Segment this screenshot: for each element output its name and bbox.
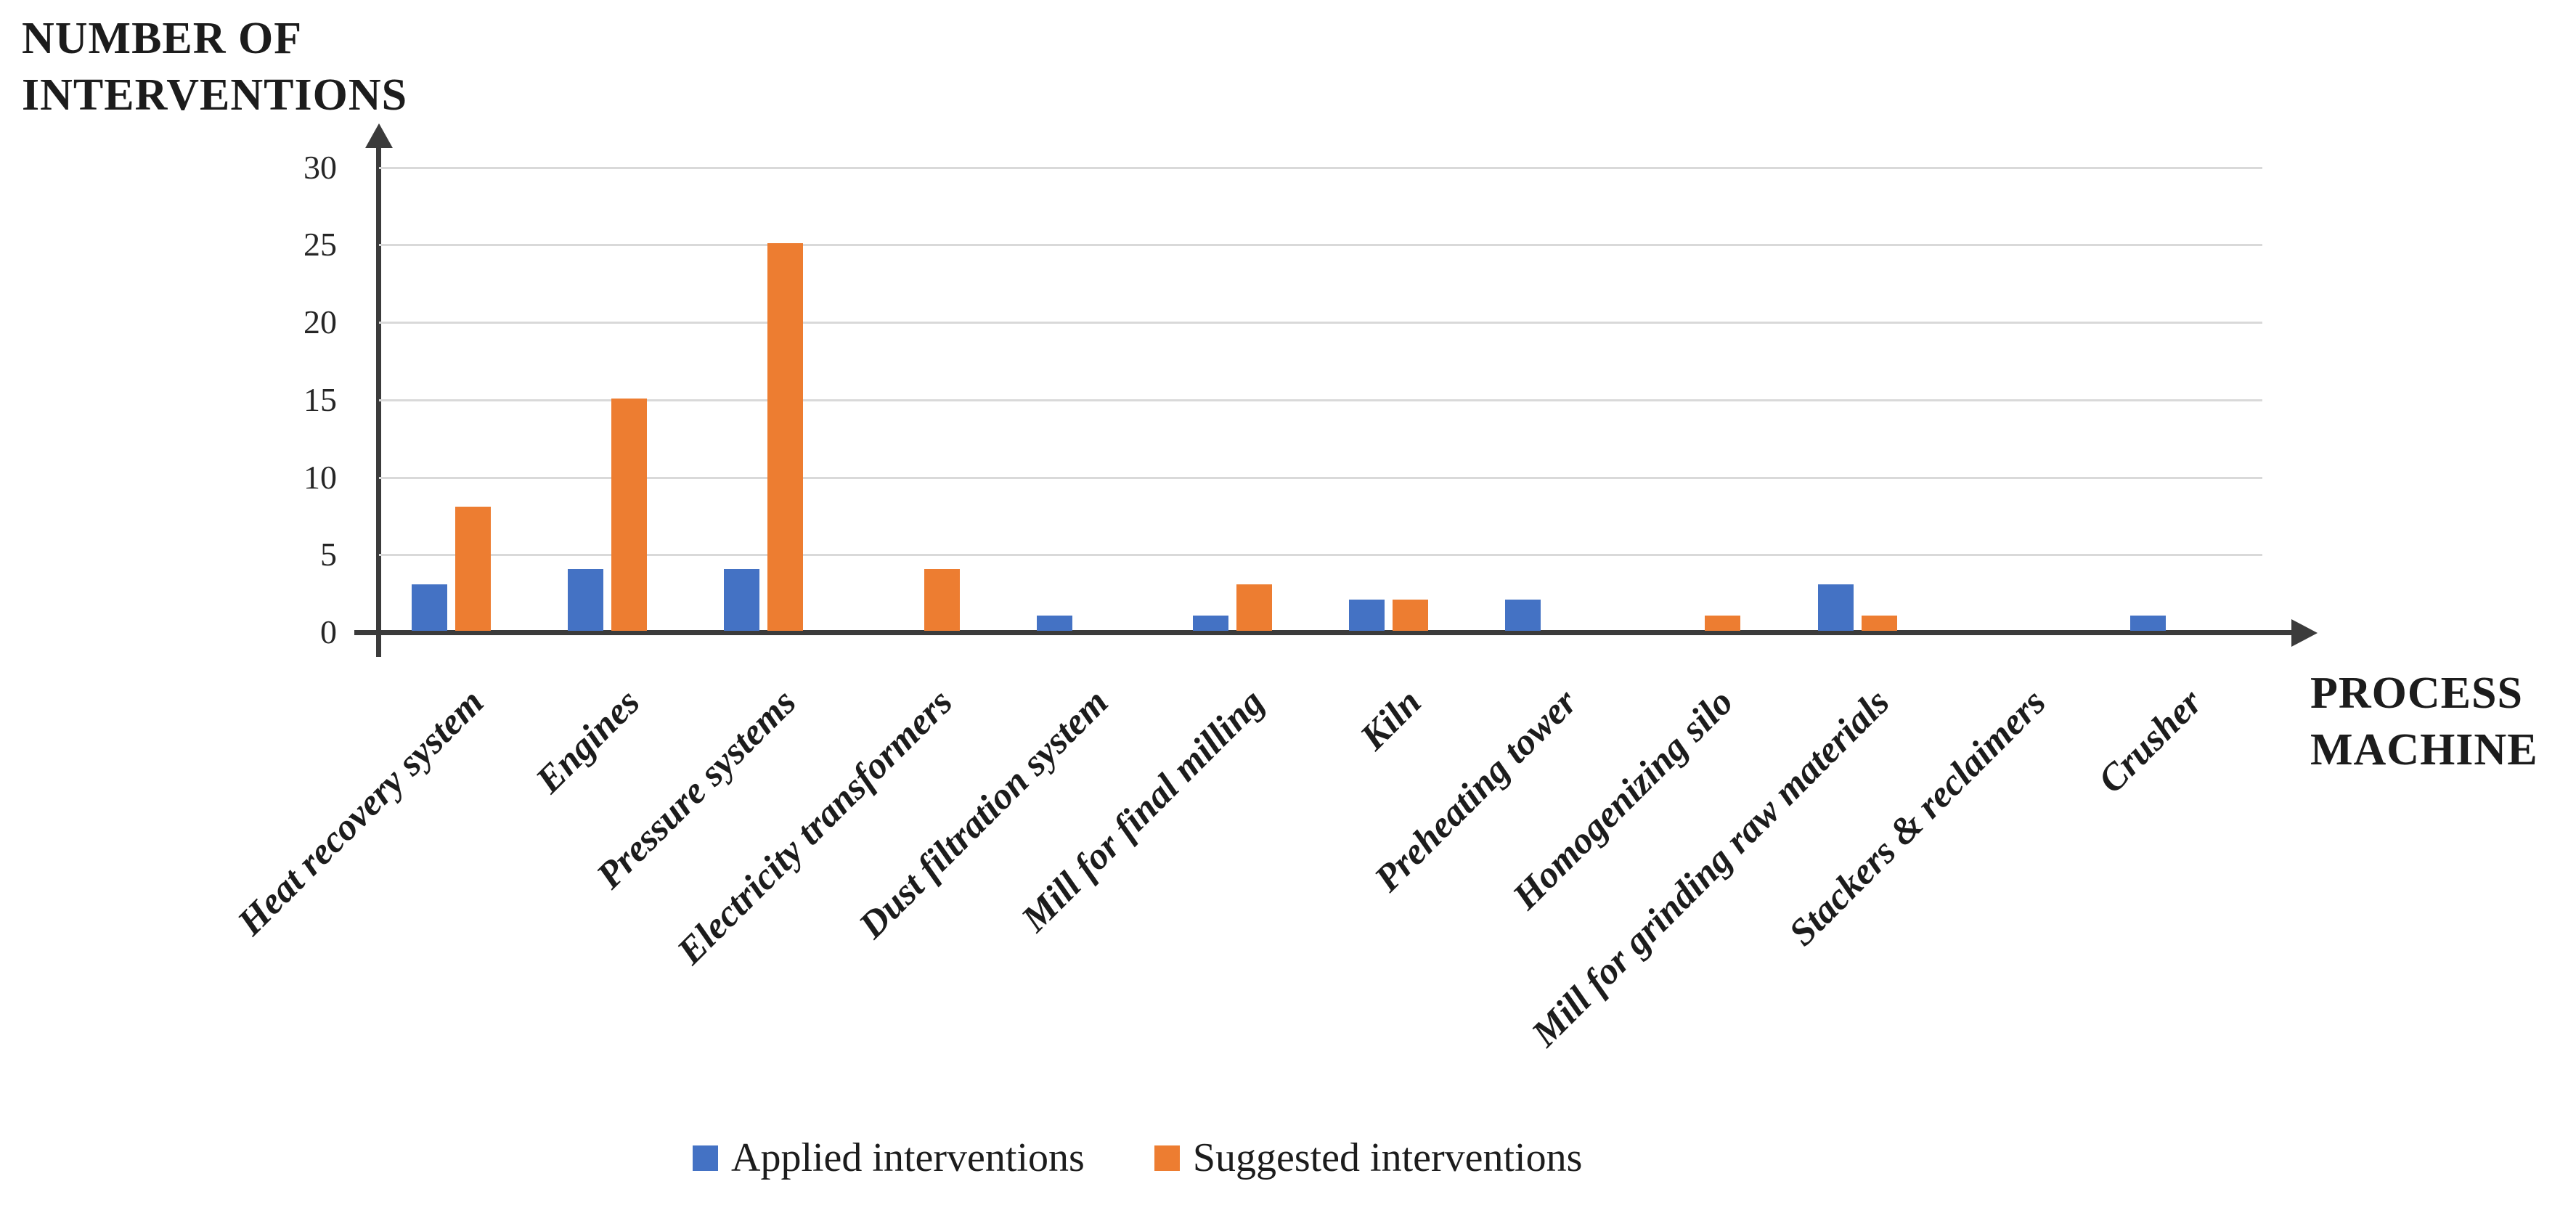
y-axis-line <box>376 145 381 657</box>
bar-applied-2 <box>724 568 760 631</box>
category-label-0: Heat recovery system <box>229 681 492 944</box>
y-tick-label-10: 10 <box>303 458 337 496</box>
category-label-10: Stackers & reclaimers <box>1781 681 2054 955</box>
bar-suggested-6 <box>1393 600 1429 631</box>
legend-label: Applied interventions <box>731 1135 1085 1180</box>
bar-applied-6 <box>1349 600 1385 631</box>
category-label-3: Electricity transformers <box>669 681 961 973</box>
bar-suggested-5 <box>1236 584 1272 631</box>
y-tick-label-15: 15 <box>303 380 337 418</box>
gridline-25 <box>379 244 2262 247</box>
x-axis-title: PROCESS MACHINE <box>2310 669 2538 775</box>
bar-applied-9 <box>1817 584 1854 631</box>
legend-swatch-icon <box>1154 1145 1180 1171</box>
y-tick-label-25: 25 <box>303 226 337 264</box>
y-tick-label-5: 5 <box>320 536 337 573</box>
bar-suggested-3 <box>924 568 960 631</box>
gridline-5 <box>379 554 2262 557</box>
y-axis-title: NUMBER OF INTERVENTIONS <box>22 14 408 120</box>
bar-suggested-8 <box>1705 615 1741 631</box>
category-label-6: Kiln <box>1352 681 1430 759</box>
legend-swatch-icon <box>693 1145 718 1171</box>
gridline-20 <box>379 322 2262 324</box>
legend-item-suggested: Suggested interventions <box>1154 1135 1583 1180</box>
bar-applied-11 <box>2129 615 2166 631</box>
category-label-11: Crusher <box>2090 681 2210 801</box>
y-tick-label-20: 20 <box>303 303 337 340</box>
gridline-15 <box>379 399 2262 401</box>
bar-applied-0 <box>412 584 447 631</box>
bar-suggested-1 <box>611 398 648 631</box>
bar-applied-4 <box>1036 615 1072 631</box>
bar-applied-5 <box>1192 615 1228 631</box>
bar-suggested-0 <box>455 507 491 631</box>
legend-label: Suggested interventions <box>1192 1135 1583 1180</box>
bar-suggested-2 <box>767 243 804 631</box>
legend: Applied interventions Suggested intervent… <box>693 1134 1652 1182</box>
bar-applied-7 <box>1505 600 1541 631</box>
gridline-30 <box>379 166 2262 169</box>
y-tick-label-30: 30 <box>303 148 337 186</box>
y-axis-arrow-icon <box>365 123 393 148</box>
gridline-10 <box>379 476 2262 479</box>
x-axis-line <box>354 630 2293 635</box>
x-axis-arrow-icon <box>2291 619 2318 647</box>
category-label-1: Engines <box>528 681 648 801</box>
bar-suggested-9 <box>1861 615 1897 631</box>
y-tick-label-0: 0 <box>320 613 337 650</box>
legend-item-applied: Applied interventions <box>693 1136 1085 1180</box>
bar-applied-1 <box>568 568 604 631</box>
